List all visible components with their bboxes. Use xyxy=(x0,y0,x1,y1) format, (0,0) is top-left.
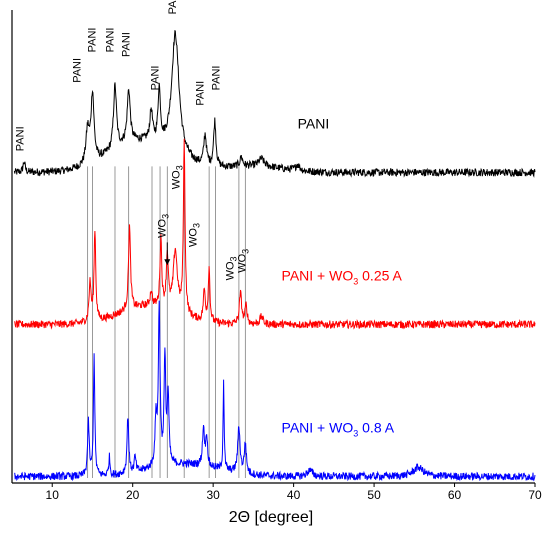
series-line xyxy=(13,30,536,178)
peak-annotation-subscript: 3 xyxy=(240,249,250,254)
series-line xyxy=(14,300,536,482)
peak-annotation-subscript: 3 xyxy=(228,256,238,261)
peak-annotation: PANI xyxy=(104,28,116,53)
peak-annotation: WO3 xyxy=(224,256,238,280)
peak-annotation: WO3 xyxy=(187,223,201,247)
series-label-suffix: 0.8 A xyxy=(358,419,394,435)
series-label-subscript: 3 xyxy=(353,276,358,286)
peak-annotation: PANI xyxy=(167,0,179,14)
peak-annotation: WO3 xyxy=(236,249,250,273)
peak-annotation-subscript: 3 xyxy=(191,223,201,228)
peak-annotation-subscript: 3 xyxy=(161,214,171,219)
series-label: PANI + WO3 0.8 A xyxy=(282,419,395,438)
axes xyxy=(11,10,535,484)
peak-annotation-subscript: 3 xyxy=(174,165,184,170)
peak-annotation: PANI xyxy=(71,58,83,83)
peak-annotation: PANI xyxy=(14,126,26,151)
x-axis-title: 2Θ [degree] xyxy=(229,509,314,526)
peak-annotation: PANI xyxy=(120,32,132,57)
x-tick-label: 30 xyxy=(206,488,220,502)
series-line xyxy=(14,138,536,330)
series-label: PANI + WO3 0.25 A xyxy=(282,267,403,286)
series-label-subscript: 3 xyxy=(353,428,358,438)
peak-annotation: PANI xyxy=(87,28,99,53)
peak-annotation: WO3 xyxy=(157,214,171,238)
x-tick-label: 20 xyxy=(126,488,140,502)
peak-annotation: PANI xyxy=(149,66,161,91)
peak-annotation: PANI xyxy=(211,66,223,91)
x-tick-label: 40 xyxy=(287,488,301,502)
peak-annotation: WO3 xyxy=(170,165,184,189)
x-tick-label: 70 xyxy=(528,488,542,502)
series-label: PANI xyxy=(298,115,330,131)
x-ticks: 10 20 30 40 50 60 70 xyxy=(46,483,542,502)
x-tick-label: 50 xyxy=(367,488,381,502)
series-layer xyxy=(13,30,536,482)
series-labels: PANI PANI + WO3 0.25 A PANI + WO3 0.8 A xyxy=(282,115,403,438)
x-tick-label: 10 xyxy=(46,488,60,502)
arrow-head xyxy=(164,259,171,266)
series-label-suffix: 0.25 A xyxy=(358,267,402,283)
x-tick-label: 60 xyxy=(448,488,462,502)
peak-annotation: PANI xyxy=(194,81,206,106)
